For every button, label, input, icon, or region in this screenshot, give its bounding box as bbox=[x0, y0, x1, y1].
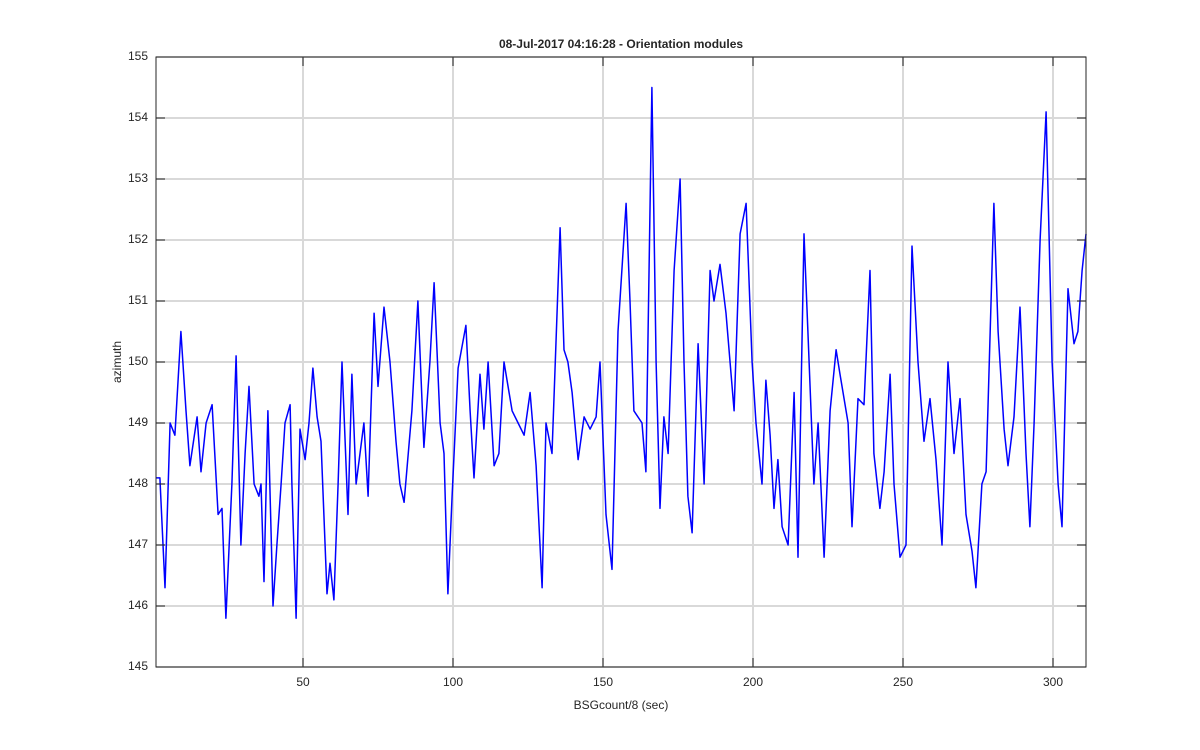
plot bbox=[156, 86, 1087, 619]
chart-title: 08-Jul-2017 04:16:28 - Orientation modul… bbox=[499, 37, 743, 51]
x-tick-label: 250 bbox=[893, 675, 913, 689]
ticks: 145 146 147 148 149 150 151 152 153 154 155 50 100 15… bbox=[128, 49, 1086, 689]
x-tick-label: 200 bbox=[743, 675, 763, 689]
y-tick-label: 151 bbox=[128, 293, 148, 307]
y-tick-label: 146 bbox=[128, 598, 148, 612]
y-tick-label: 148 bbox=[128, 476, 148, 490]
y-tick-label: 153 bbox=[128, 171, 148, 185]
y-tick-label: 145 bbox=[128, 659, 148, 673]
x-axis-label: BSGcount/8 (sec) bbox=[574, 698, 669, 712]
y-tick-label: 154 bbox=[128, 110, 148, 124]
y-tick-label: 152 bbox=[128, 232, 148, 246]
x-tick-label: 150 bbox=[593, 675, 613, 689]
y-tick-label: 150 bbox=[128, 354, 148, 368]
y-tick-label: 147 bbox=[128, 537, 148, 551]
y-tick-label: 149 bbox=[128, 415, 148, 429]
x-tick-label: 50 bbox=[296, 675, 310, 689]
x-tick-label: 300 bbox=[1043, 675, 1063, 689]
data-line bbox=[156, 86, 1087, 619]
y-tick-label: 155 bbox=[128, 49, 148, 63]
y-axis-label: azimuth bbox=[110, 341, 124, 383]
x-tick-label: 100 bbox=[443, 675, 463, 689]
